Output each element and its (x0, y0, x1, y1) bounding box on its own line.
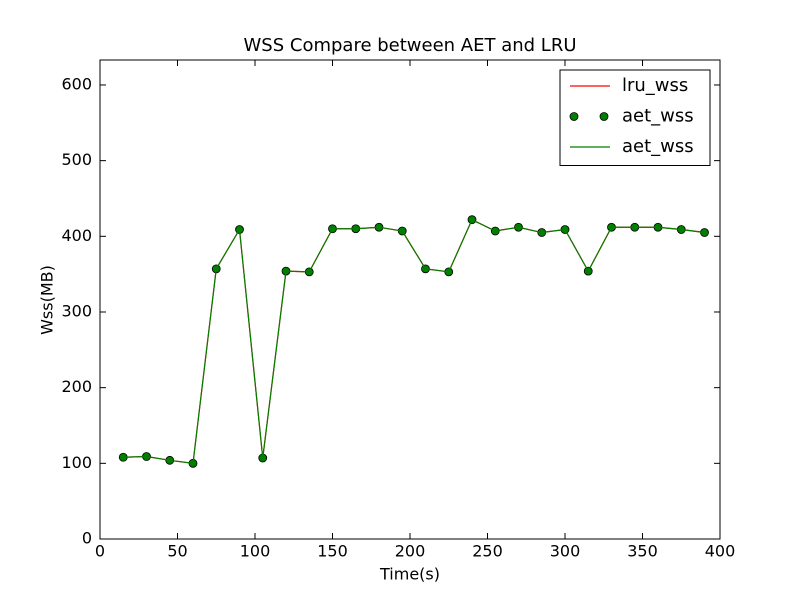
legend-marker (599, 112, 609, 121)
series-line (123, 218, 705, 465)
y-tick-label: 0 (82, 529, 92, 548)
x-tick-label: 200 (395, 542, 426, 561)
x-tick-label: 100 (240, 542, 271, 561)
x-tick-label: 400 (705, 542, 736, 561)
y-tick-label: 400 (61, 226, 92, 245)
legend-label: aet_wss (622, 136, 694, 157)
y-tick-label: 500 (61, 150, 92, 169)
series-line (123, 218, 705, 465)
y-axis-label: Wss(MB) (38, 265, 57, 335)
plot-frame (99, 59, 721, 540)
x-tick-label: 50 (167, 542, 187, 561)
legend-marker (569, 112, 579, 121)
y-tick-label: 600 (61, 74, 92, 93)
chart-title: WSS Compare between AET and LRU (244, 35, 577, 56)
x-tick-label: 250 (472, 542, 503, 561)
y-tick-label: 100 (61, 453, 92, 472)
x-axis-label: Time(s) (379, 565, 440, 584)
legend-label: aet_wss (622, 106, 694, 127)
y-tick-label: 200 (61, 377, 92, 396)
legend: lru_wss aet_wss aet_wss (559, 69, 711, 166)
x-tick-label: 150 (317, 542, 348, 561)
x-tick-label: 350 (627, 542, 658, 561)
x-tick-label: 300 (550, 542, 581, 561)
x-tick-label: 0 (95, 542, 105, 561)
y-tick-label: 300 (61, 301, 92, 320)
legend-label: lru_wss (622, 75, 688, 96)
